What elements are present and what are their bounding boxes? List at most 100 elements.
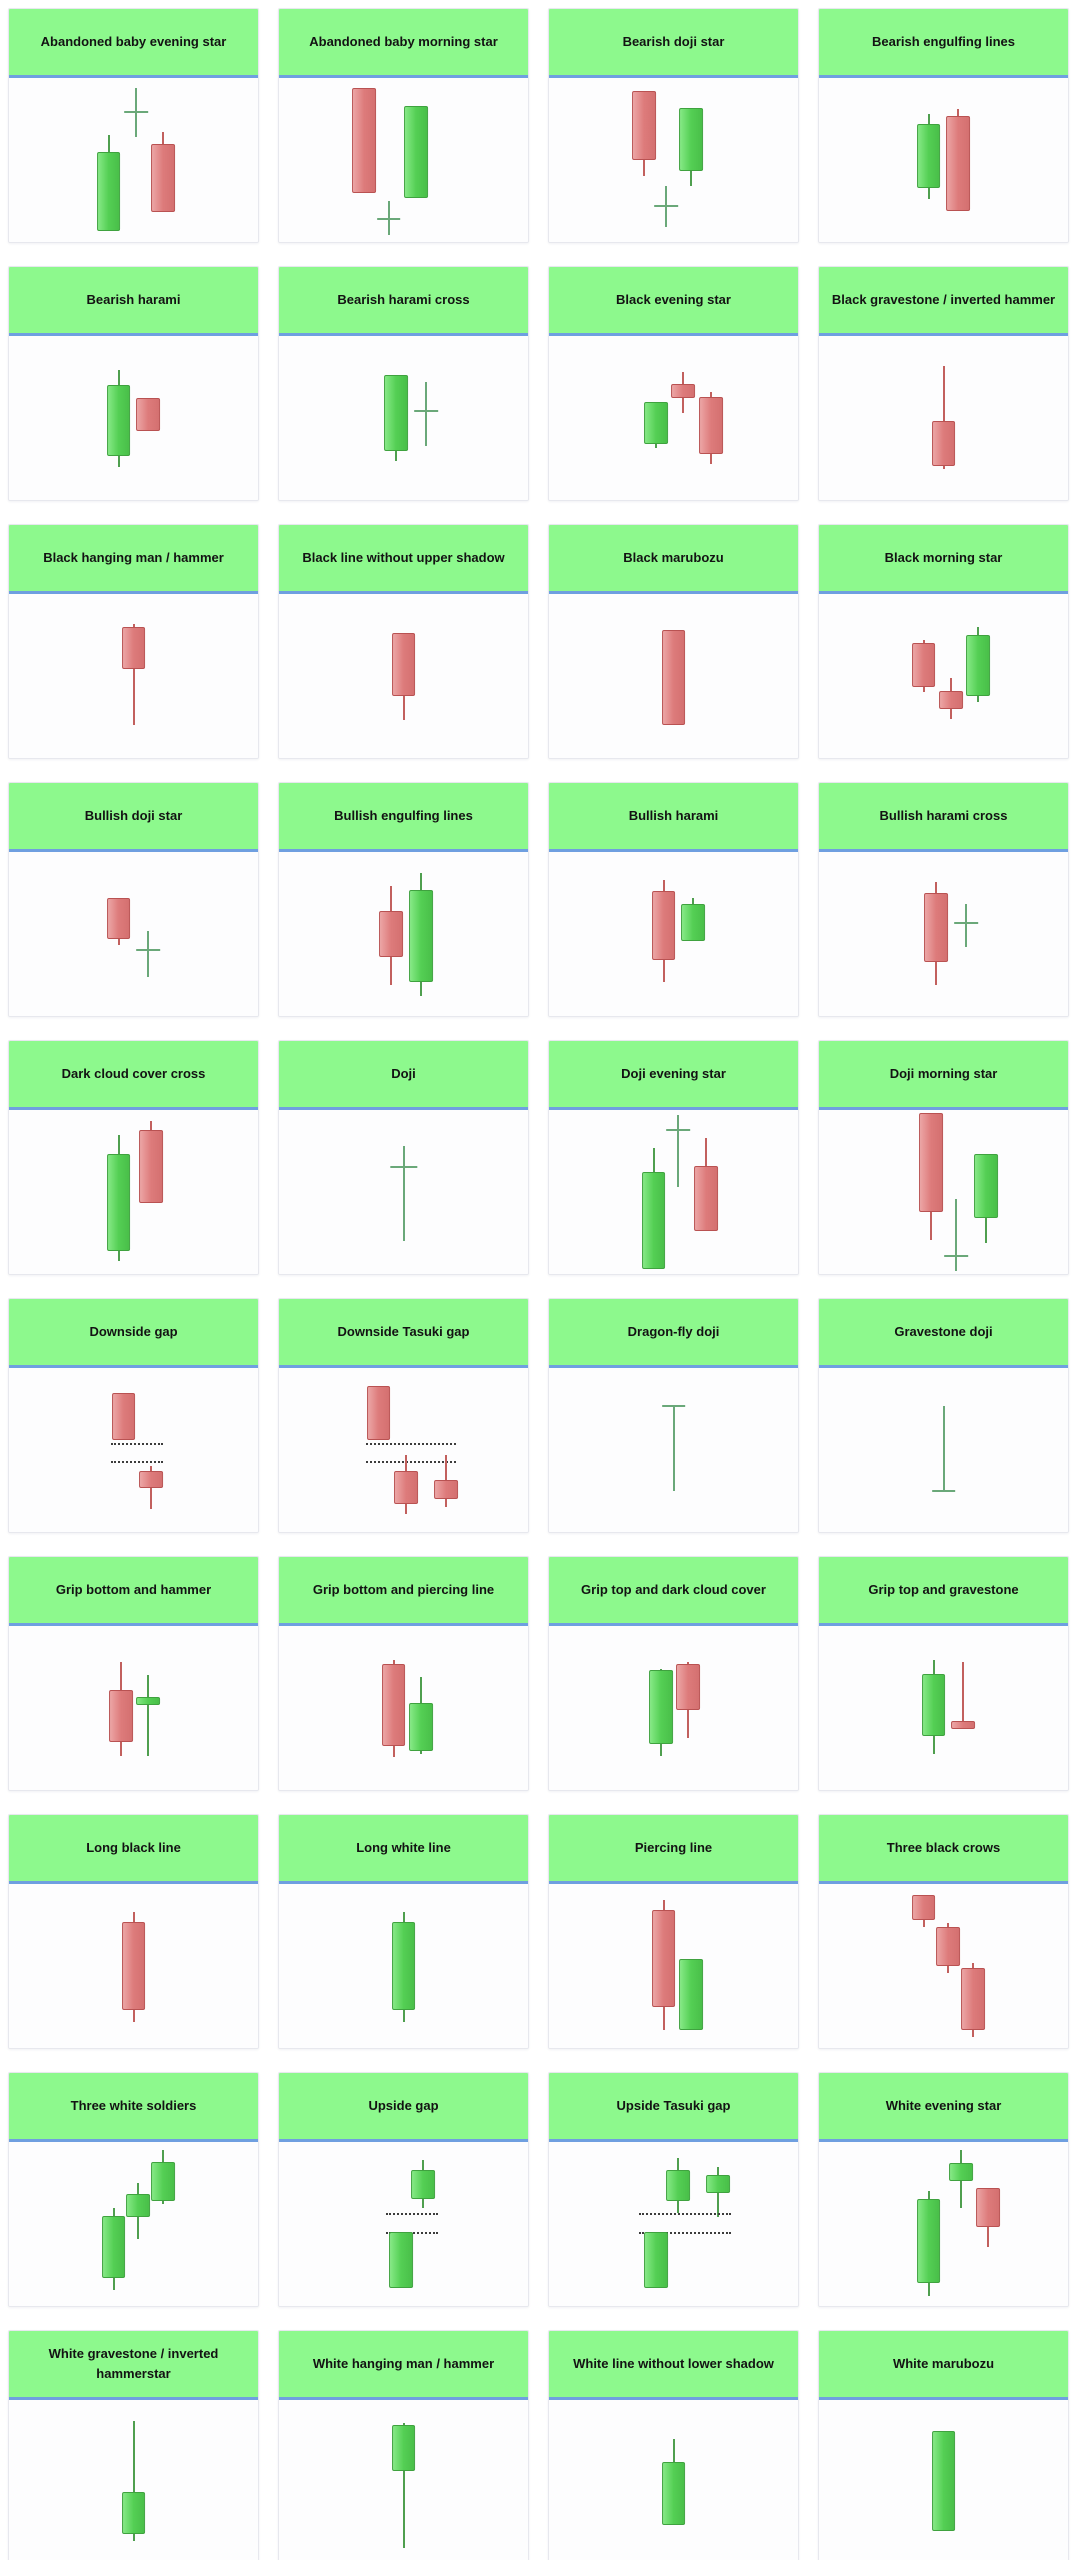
red-candle-body: [936, 1926, 961, 1966]
green-candle-body: [121, 2491, 146, 2535]
candlestick-chart: [549, 852, 798, 1016]
pattern-title: Abandoned baby morning star: [309, 33, 498, 49]
red-candle-wick: [942, 365, 945, 469]
pattern-title: Downside gap: [89, 1323, 178, 1339]
red-candle-body: [693, 1165, 718, 1232]
pattern-title: Dragon-fly doji: [627, 1323, 720, 1339]
green-candle-body: [966, 635, 991, 696]
pattern-card-header: White marubozu: [819, 2331, 1068, 2400]
candlestick-chart: [819, 1110, 1068, 1274]
pattern-card: Black morning star: [818, 524, 1069, 759]
gap-dashed-line: [111, 1443, 164, 1446]
red-candle-wick: [132, 623, 135, 726]
green-candle-body: [973, 1154, 998, 1219]
pattern-card-header: Downside Tasuki gap: [279, 1299, 528, 1368]
red-candle-body: [151, 143, 176, 213]
pattern-card: Abandoned baby evening star: [8, 8, 259, 243]
pattern-title: Bullish harami: [628, 807, 719, 823]
pattern-card: Grip bottom and piercing line: [278, 1556, 529, 1791]
pattern-card-header: Black marubozu: [549, 525, 798, 594]
red-candle-body: [919, 1113, 943, 1212]
red-candle-body: [924, 893, 948, 962]
candlestick-chart: [819, 2142, 1068, 2306]
doji-cross-horizontal: [944, 1254, 968, 1257]
pattern-card: Black marubozu: [548, 524, 799, 759]
pattern-card: Upside gap: [278, 2072, 529, 2307]
candlestick-chart: [819, 852, 1068, 1016]
pattern-title: Bearish engulfing lines: [871, 33, 1016, 49]
gap-dashed-line: [366, 1461, 456, 1464]
pattern-card: Doji: [278, 1040, 529, 1275]
candlestick-chart: [9, 1368, 258, 1532]
candlestick-chart: [549, 1884, 798, 2048]
red-candle-body: [121, 626, 146, 670]
green-candle-body: [136, 1696, 161, 1705]
pattern-card: Three black crows: [818, 1814, 1069, 2049]
candlestick-chart: [819, 1368, 1068, 1532]
green-candle-body: [408, 889, 433, 982]
red-candle-body: [651, 891, 676, 961]
pattern-title: Upside Tasuki gap: [616, 2097, 731, 2113]
gap-dashed-line: [638, 2232, 731, 2235]
candlestick-chart: [279, 336, 528, 500]
green-candle-wick: [147, 1675, 150, 1756]
green-candle-body: [96, 151, 121, 231]
red-candle-body: [381, 1663, 406, 1746]
pattern-title: Bullish harami cross: [879, 807, 1008, 823]
candlestick-chart: [9, 78, 258, 242]
candlestick-chart: [279, 1110, 528, 1274]
green-candle-body: [678, 1959, 703, 2030]
candlestick-chart: [549, 1626, 798, 1790]
red-candle-body: [976, 2187, 1001, 2228]
candlestick-chart: [279, 594, 528, 758]
pattern-card-header: Three black crows: [819, 1815, 1068, 1884]
green-candle-body: [106, 385, 131, 456]
pattern-card-header: Bullish harami cross: [819, 783, 1068, 852]
pattern-card-header: Bearish engulfing lines: [819, 9, 1068, 78]
pattern-title: Gravestone doji: [894, 1323, 993, 1339]
green-candle-body: [916, 123, 941, 188]
pattern-card-header: Bearish harami cross: [279, 267, 528, 336]
pattern-card-header: Doji morning star: [819, 1041, 1068, 1110]
pattern-title: Black gravestone / inverted hammer: [831, 291, 1056, 307]
red-candle-body: [911, 1895, 936, 1921]
pattern-title: Abandoned baby evening star: [40, 33, 227, 49]
pattern-title: Three white soldiers: [70, 2097, 197, 2113]
doji-cross-horizontal: [954, 921, 978, 924]
doji-cross-horizontal: [654, 204, 678, 207]
red-candle-body: [631, 91, 656, 160]
pattern-card-header: Piercing line: [549, 1815, 798, 1884]
pattern-card: Bullish engulfing lines: [278, 782, 529, 1017]
pattern-card: Downside gap: [8, 1298, 259, 1533]
pattern-title: Bearish harami: [86, 291, 181, 307]
doji-cross-vertical: [672, 1405, 675, 1491]
pattern-title: Black hanging man / hammer: [43, 549, 224, 565]
candlestick-chart: [9, 1110, 258, 1274]
pattern-title: Upside gap: [368, 2097, 439, 2113]
pattern-card: Black gravestone / inverted hammer: [818, 266, 1069, 501]
doji-cross-vertical: [147, 930, 150, 977]
candlestick-chart: [819, 2400, 1068, 2560]
green-candle-wick: [402, 2422, 405, 2548]
pattern-card: Abandoned baby morning star: [278, 8, 529, 243]
pattern-card-header: Dragon-fly doji: [549, 1299, 798, 1368]
pattern-card-header: Black line without upper shadow: [279, 525, 528, 594]
doji-cross-vertical: [402, 1146, 405, 1242]
pattern-card-header: Long black line: [9, 1815, 258, 1884]
pattern-title: Downside Tasuki gap: [337, 1323, 470, 1339]
pattern-title: Dark cloud cover cross: [61, 1065, 206, 1081]
pattern-card-header: White hanging man / hammer: [279, 2331, 528, 2400]
pattern-title: Black morning star: [884, 549, 1003, 565]
pattern-card: Gravestone doji: [818, 1298, 1069, 1533]
green-candle-body: [106, 1154, 131, 1252]
green-candle-body: [921, 1673, 946, 1736]
pattern-title: Black line without upper shadow: [302, 549, 505, 565]
pattern-card-header: Bearish harami: [9, 267, 258, 336]
green-candle-body: [151, 2161, 176, 2202]
pattern-title: White evening star: [885, 2097, 1002, 2113]
doji-cross-vertical: [942, 1405, 945, 1491]
pattern-card: Bullish harami: [548, 782, 799, 1017]
candlestick-chart: [279, 1884, 528, 2048]
pattern-title: White gravestone / inverted hammerstar: [48, 2345, 219, 2381]
doji-cross-vertical: [964, 904, 967, 948]
